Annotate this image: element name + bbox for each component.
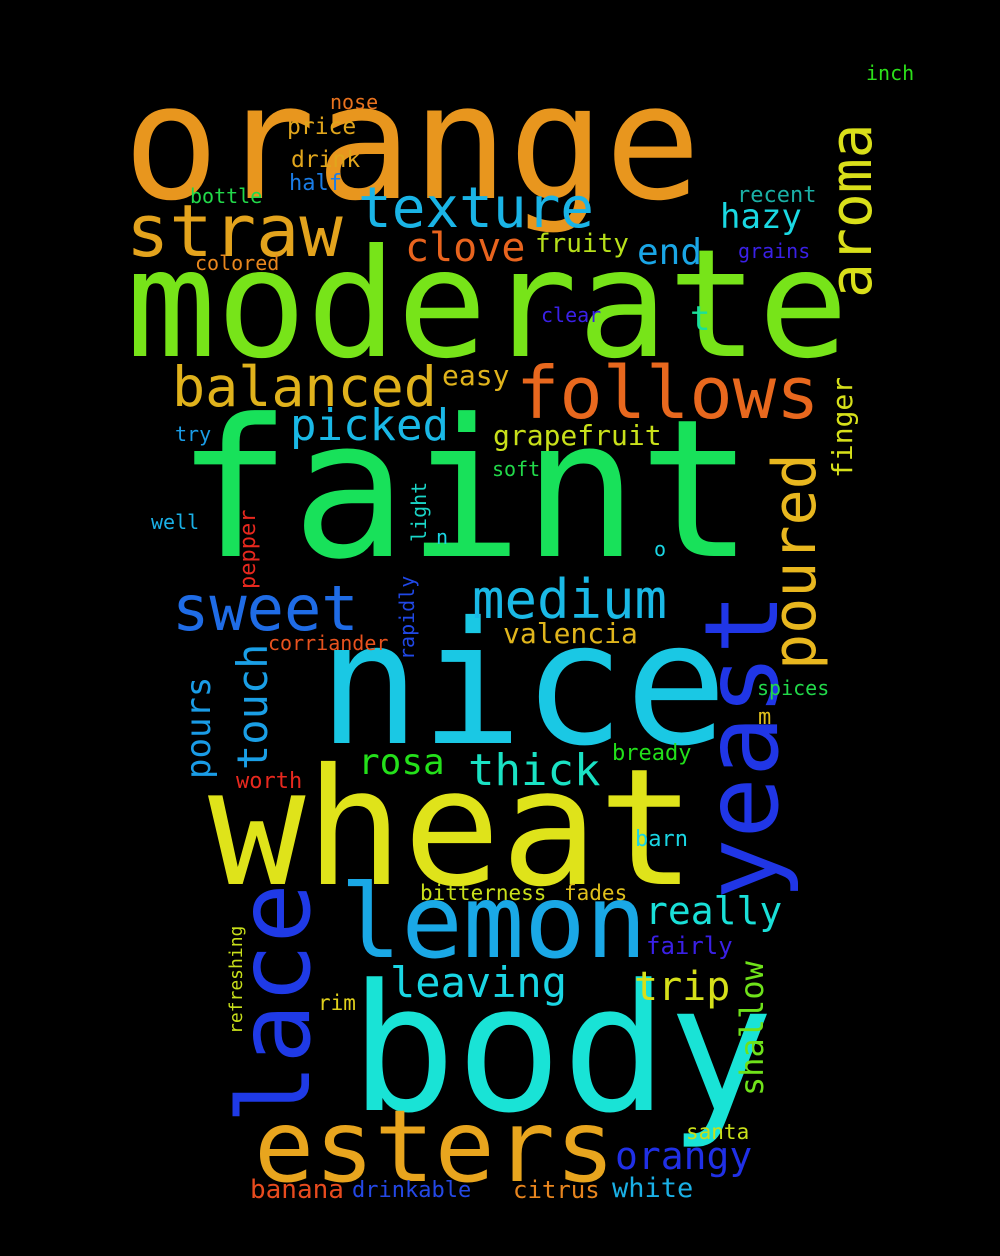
word-bitterness: bitterness: [420, 881, 547, 905]
word-aroma: aroma: [817, 123, 885, 298]
word-thick: thick: [468, 745, 601, 796]
word-lemon: lemon: [340, 863, 648, 982]
word-white: white: [612, 1173, 694, 1204]
word-bottle: bottle: [190, 184, 263, 208]
word-easy: easy: [442, 359, 510, 392]
word-fruity: fruity: [535, 229, 629, 259]
word-texture: texture: [358, 176, 595, 241]
word-wheat: wheat: [208, 735, 696, 923]
word-price: price: [287, 114, 357, 140]
word-o: o: [654, 537, 667, 561]
word-balanced: balanced: [172, 355, 437, 419]
word-nice: nice: [318, 586, 728, 784]
word-shallow: shallow: [733, 961, 771, 1096]
word-inch: inch: [866, 61, 915, 85]
word-t: t: [690, 299, 711, 339]
word-trip: trip: [634, 964, 731, 1010]
word-colored: colored: [195, 251, 280, 275]
word-light: light: [407, 481, 431, 542]
word-leaving: leaving: [390, 958, 568, 1007]
word-refreshing: refreshing: [226, 925, 247, 1034]
word-fairly: fairly: [646, 932, 733, 960]
word-spices: spices: [757, 676, 830, 700]
word-nose: nose: [330, 90, 379, 114]
word-well: well: [151, 510, 200, 534]
word-corriander: corriander: [268, 631, 389, 655]
word-clear: clear: [541, 303, 602, 327]
word-touch: touch: [228, 643, 277, 770]
word-fades: fades: [564, 881, 628, 905]
word-rosa: rosa: [358, 742, 445, 783]
word-sweet: sweet: [172, 572, 359, 645]
word-moderate: moderate: [126, 218, 849, 392]
word-faint: faint: [176, 379, 754, 602]
word-santa: santa: [686, 1120, 750, 1144]
word-rim: rim: [318, 991, 356, 1015]
word-barn: barn: [635, 827, 688, 852]
word-worth: worth: [236, 769, 303, 794]
word-grapefruit: grapefruit: [493, 419, 662, 452]
word-poured: poured: [760, 453, 830, 670]
word-pepper: pepper: [236, 509, 261, 589]
word-picked: picked: [290, 400, 449, 451]
word-follows: follows: [516, 351, 820, 435]
word-orange: orange: [123, 49, 701, 236]
word-medium: medium: [472, 568, 668, 631]
word-clove: clove: [405, 225, 526, 271]
word-bready: bready: [612, 741, 692, 766]
word-straw: straw: [126, 189, 343, 273]
word-really: really: [645, 889, 783, 933]
word-drink: drink: [291, 147, 361, 173]
word-end: end: [637, 232, 703, 273]
word-finger: finger: [826, 376, 859, 478]
word-grains: grains: [738, 239, 811, 263]
word-pours: pours: [179, 676, 219, 779]
word-valencia: valencia: [503, 617, 638, 650]
word-body: body: [350, 947, 774, 1152]
word-recent: recent: [737, 183, 817, 208]
word-m: m: [758, 705, 772, 730]
word-half: half: [289, 171, 342, 196]
word-rapidly: rapidly: [395, 575, 419, 660]
word-drinkable: drinkable: [352, 1178, 472, 1203]
word-esters: esters: [254, 1088, 616, 1205]
word-orangy: orangy: [615, 1134, 753, 1178]
word-try: try: [175, 422, 212, 446]
word-soft: soft: [492, 457, 541, 481]
word-n: n: [436, 525, 449, 549]
word-citrus: citrus: [513, 1176, 600, 1204]
word-banana: banana: [250, 1175, 344, 1205]
word-hazy: hazy: [720, 197, 802, 237]
